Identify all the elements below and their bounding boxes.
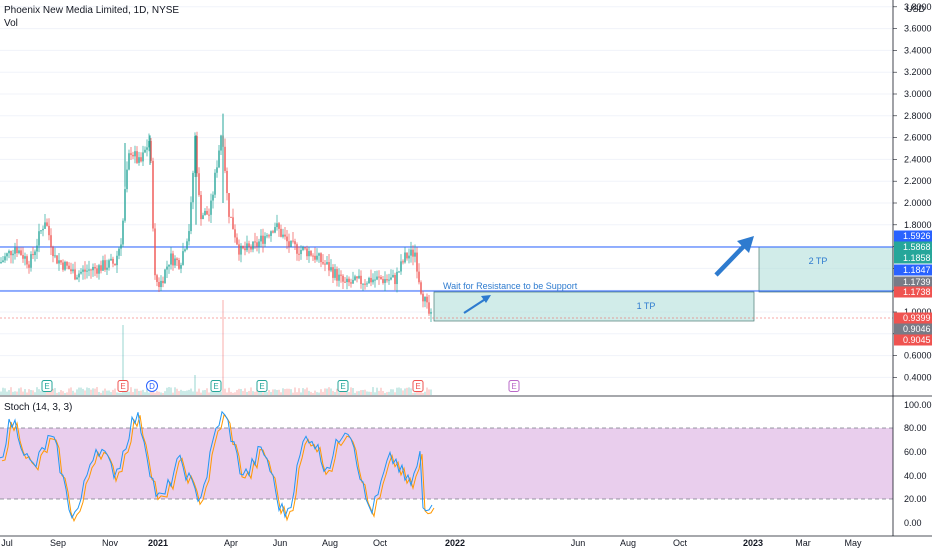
price-candles — [0, 113, 432, 323]
stoch-tick-label: 80.00 — [904, 423, 927, 433]
currency-label: USD — [906, 4, 926, 14]
time-tick-label: 2023 — [743, 538, 763, 548]
price-tag — [894, 264, 932, 276]
stoch-k-line — [0, 410, 433, 520]
time-tick-label: Jun — [571, 538, 586, 548]
time-tick-label: 2021 — [148, 538, 168, 548]
event-label: D — [149, 382, 155, 391]
price-tick-label: 2.6000 — [904, 133, 932, 143]
time-tick-label: Oct — [673, 538, 688, 548]
stoch-band — [0, 428, 893, 499]
price-tick-label: 3.4000 — [904, 45, 932, 55]
event-label: E — [120, 382, 125, 391]
price-tick-label: 1.8000 — [904, 220, 932, 230]
price-tag — [894, 334, 932, 346]
stoch-tick-label: 0.00 — [904, 518, 922, 528]
event-label: E — [511, 382, 516, 391]
earnings-icon[interactable] — [508, 380, 520, 392]
stoch-tick-label: 40.00 — [904, 471, 927, 481]
price-tick-label: 1.0000 — [904, 307, 932, 317]
price-tag — [894, 312, 932, 324]
price-tick-label: 0.4000 — [904, 372, 932, 382]
tp1-label: 1 TP — [637, 301, 656, 311]
price-tag-label: 1.1739 — [903, 277, 931, 287]
price-tag-label: 0.9045 — [903, 335, 931, 345]
earnings-icon[interactable] — [210, 380, 222, 392]
time-tick-label: Oct — [373, 538, 388, 548]
price-tag — [894, 252, 932, 264]
earnings-icon[interactable] — [117, 380, 129, 392]
earnings-icon[interactable] — [412, 380, 424, 392]
price-tag-label: 1.5926 — [903, 231, 931, 241]
symbol-title[interactable]: Phoenix New Media Limited, 1D, NYSE — [4, 5, 180, 16]
price-tag-label: 0.9046 — [903, 324, 931, 334]
time-tick-label: Aug — [620, 538, 636, 548]
price-tick-label: 2.8000 — [904, 111, 932, 121]
price-tick-label: 2.4000 — [904, 154, 932, 164]
grid-lines — [0, 6, 893, 378]
price-tag — [894, 230, 932, 242]
wait-annotation: Wait for Resistance to be Support — [443, 281, 578, 291]
price-tag-label: 0.9399 — [903, 313, 931, 323]
time-tick-label: Apr — [224, 538, 238, 548]
event-label: E — [44, 382, 49, 391]
earnings-icon[interactable] — [337, 380, 349, 392]
event-label: E — [340, 382, 345, 391]
earnings-icon[interactable] — [41, 380, 53, 392]
stoch-title[interactable]: Stoch (14, 3, 3) — [4, 402, 73, 413]
price-tick-label: 2.2000 — [904, 176, 932, 186]
stoch-tick-label: 60.00 — [904, 447, 927, 457]
price-tag — [894, 323, 932, 335]
earnings-icon[interactable] — [256, 380, 268, 392]
event-label: E — [213, 382, 218, 391]
arrow-large-icon[interactable] — [714, 236, 754, 277]
stoch-tick-label: 20.00 — [904, 494, 927, 504]
price-tick-label: 2.0000 — [904, 198, 932, 208]
price-tick-label: 3.0000 — [904, 89, 932, 99]
time-tick-label: Jun — [273, 538, 288, 548]
time-axis[interactable]: Jul Sep Nov 2021 Apr Jun Aug Oct 2022 Jun Aug Oct 20… — [1, 538, 862, 548]
event-label: E — [259, 382, 264, 391]
price-tag-label: 1.1738 — [903, 287, 931, 297]
event-label: E — [415, 382, 420, 391]
stoch-tick-label: 100.00 — [904, 400, 932, 410]
time-tick-label: Jul — [1, 538, 13, 548]
tp2-zone[interactable] — [758, 246, 894, 293]
price-tick-label: 3.6000 — [904, 24, 932, 34]
price-tick-label: 0.6000 — [904, 351, 932, 361]
price-tag — [894, 241, 932, 253]
dividend-icon[interactable] — [146, 380, 158, 392]
time-tick-label: Nov — [102, 538, 119, 548]
price-tag-label: 1.1847 — [903, 265, 931, 275]
time-tick-label: May — [844, 538, 862, 548]
time-tick-label: 2022 — [445, 538, 465, 548]
time-tick-label: Aug — [322, 538, 338, 548]
volume-label: Vol — [4, 18, 18, 29]
price-tag — [894, 276, 932, 288]
arrow-small-icon[interactable] — [463, 295, 491, 314]
price-tag-label: 1.1858 — [903, 253, 931, 263]
time-tick-label: Mar — [795, 538, 811, 548]
time-tick-label: Sep — [50, 538, 66, 548]
stoch-d-line — [1, 413, 435, 523]
price-tag — [894, 286, 932, 298]
price-tick-label: 3.8000 — [904, 2, 932, 12]
price-tick-label: 3.2000 — [904, 67, 932, 77]
stoch-axis[interactable]: 100.00 80.00 60.00 40.00 20.00 0.00 — [904, 400, 932, 528]
tp2-label: 2 TP — [809, 256, 828, 266]
price-tag-label: 1.5868 — [903, 242, 931, 252]
